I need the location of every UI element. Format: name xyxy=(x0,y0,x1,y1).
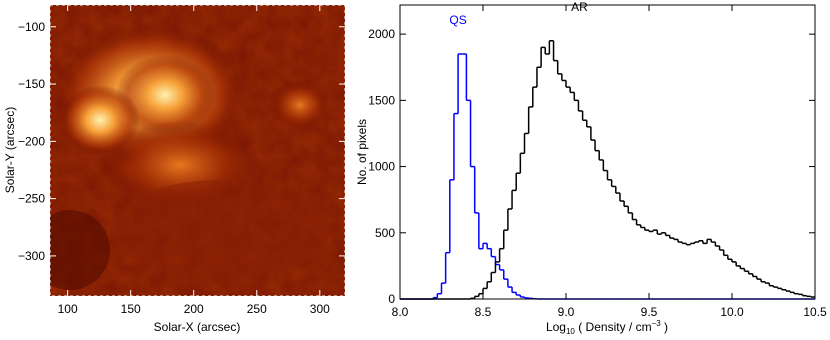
x-label-part: ) xyxy=(661,320,668,334)
y-tick-label: 2000 xyxy=(368,27,395,41)
y-tick-label: 1500 xyxy=(368,93,395,107)
y-tick-label: −250 xyxy=(18,192,45,206)
x-tick-label: 300 xyxy=(310,302,330,316)
x-tick-label: 10.5 xyxy=(803,305,827,319)
x-tick-label: 8.5 xyxy=(475,305,492,319)
plot-frame xyxy=(399,4,816,300)
x-tick-label: 250 xyxy=(247,302,267,316)
y-tick-label: 500 xyxy=(375,226,395,240)
x-tick-label: 9.5 xyxy=(641,305,658,319)
x-label-sup: −3 xyxy=(652,319,662,328)
y-tick-label: −150 xyxy=(18,77,45,91)
y-axis-label: No. of pixels xyxy=(355,119,369,185)
series-label: QS xyxy=(449,13,466,27)
series-label: AR xyxy=(571,0,588,14)
y-tick-label: 0 xyxy=(388,292,395,306)
y-axis-label: Solar-Y (arcsec) xyxy=(3,107,17,193)
y-tick-label: −200 xyxy=(18,134,45,148)
solar-image xyxy=(50,5,345,296)
image-frame xyxy=(49,4,346,297)
x-label-part: Log xyxy=(546,320,566,334)
x-axis-label: Solar-X (arcsec) xyxy=(154,320,241,334)
y-tick-label: −100 xyxy=(18,20,45,34)
x-tick-label: 200 xyxy=(184,302,204,316)
x-tick-label: 100 xyxy=(58,302,78,316)
x-tick-label: 150 xyxy=(121,302,141,316)
x-tick-label: 10.0 xyxy=(720,305,744,319)
y-tick-label: −300 xyxy=(18,249,45,263)
x-tick-label: 9.0 xyxy=(558,305,575,319)
x-label-part: ( Density / cm xyxy=(575,320,652,334)
x-tick-label: 8.0 xyxy=(392,305,409,319)
y-tick-label: 1000 xyxy=(368,160,395,174)
x-axis-label: Log10 ( Density / cm−3 ) xyxy=(546,319,668,336)
x-label-sub: 10 xyxy=(566,327,575,336)
